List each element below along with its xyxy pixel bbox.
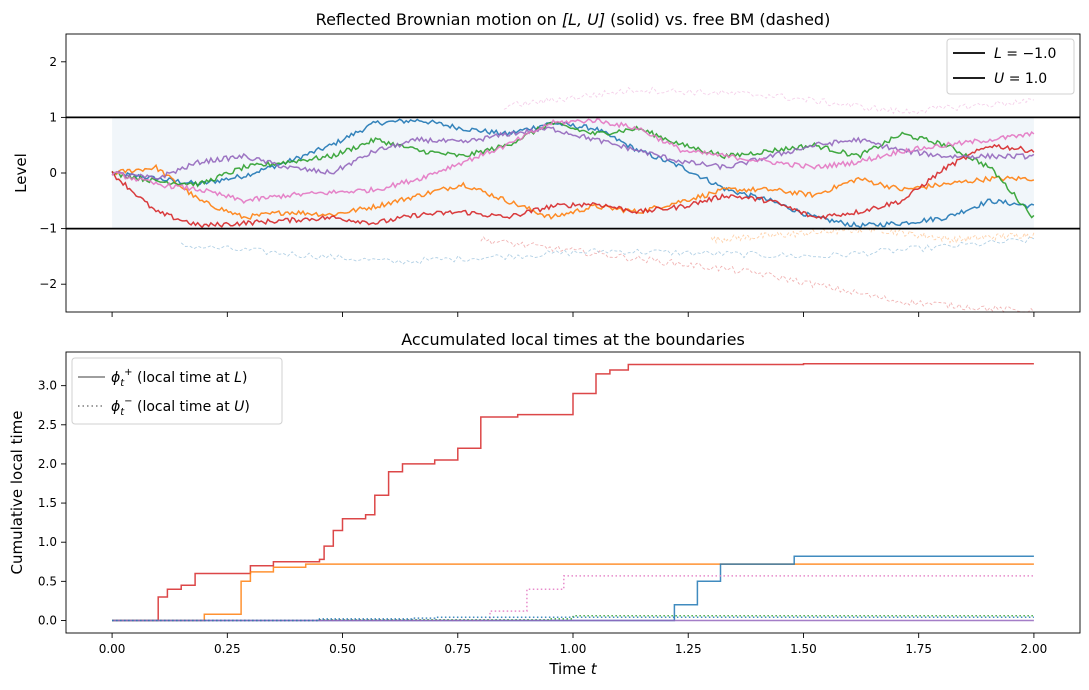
local-time-series-line [112,575,1034,622]
legend-L-suffix: (local time at [133,370,235,386]
free-series-line [180,236,1035,265]
legend-local-time-L-label: ϕt+ (local time at L) [111,367,247,389]
y-tick-label: −1 [39,222,57,236]
y-tick-label: 1.5 [38,496,57,510]
top-axes-frame [65,33,1081,313]
y-tick-label: 2.0 [38,457,57,471]
reflected-series-line [111,117,1035,205]
top-legend: L = −1.0 U = 1.0 [946,38,1075,95]
bottom-legend-box [71,357,283,425]
bottom-x-axis-label: Time t [548,660,597,678]
local-time-series-line [112,616,1034,622]
legend-lower-value: = −1.0 [1002,46,1057,62]
x-tick-label: 0.75 [444,642,471,656]
legend-upper-boundary-label: U = 1.0 [994,71,1047,87]
x-tick-label: 0.50 [329,642,356,656]
reflected-series-line [111,121,1035,219]
legend-lower-boundary-label: L = −1.0 [994,46,1056,62]
local-time-series-line [112,362,1034,622]
local-time-series-group [112,362,1034,622]
reflected-series-line [111,118,1035,230]
top-y-axis-label: Level [12,153,30,193]
top-x-ticks [111,312,1035,317]
y-tick-label: 1 [49,110,57,124]
x-tick-label: 1.25 [675,642,702,656]
legend-L-var: L [234,370,242,386]
bottom-legend: ϕt+ (local time at L) ϕt− (local time at… [71,357,283,425]
reflected-series-line [111,143,1035,229]
allowed-region-band [112,117,1034,229]
legend-lower-var: L [994,46,1002,62]
bottom-y-ticks: 0.0 0.5 1.0 1.5 2.0 2.5 3.0 [38,379,66,627]
y-tick-label: 3.0 [38,379,57,393]
top-chart-title: Reflected Brownian motion on [L, U] (sol… [316,10,831,29]
bottom-axes-frame [65,351,1081,634]
bottom-chart-title: Accumulated local times at the boundarie… [401,330,745,349]
y-tick-label: 2 [49,55,57,69]
legend-U-var: U [234,399,244,415]
reflected-series-line [111,126,1035,180]
y-tick-label: −2 [39,277,57,291]
x-tick-label: 1.50 [790,642,817,656]
legend-upper-var: U [994,71,1004,87]
free-series-line [710,225,1035,245]
top-panel: 2 1 0 −1 −2 Reflected Brownian motion on [L,… [12,10,1081,317]
reflected-bm-series-group [111,117,1035,230]
legend-local-time-U-label: ϕt− (local time at U) [111,396,250,418]
xlabel-text: Time [548,660,590,678]
y-tick-label: 0 [49,166,57,180]
legend-U-close: ) [244,399,249,415]
xlabel-var: t [591,660,598,678]
local-time-series-line [112,563,1034,622]
free-series-line [503,86,1035,115]
x-tick-label: 2.00 [1021,642,1048,656]
bottom-x-ticks: 0.00 0.25 0.50 0.75 1.00 1.25 1.50 1.75 2.00 [99,633,1048,656]
top-title-part-3: (solid) vs. free BM (dashed) [605,10,830,29]
bottom-panel: 0.0 0.5 1.0 1.5 2.0 2.5 3.0 0.00 0.25 0.50 0.75 1.… [8,330,1081,678]
y-tick-label: 2.5 [38,418,57,432]
free-bm-series-group [180,86,1035,313]
legend-L-close: ) [242,370,247,386]
top-y-ticks: 2 1 0 −1 −2 [39,55,66,291]
y-tick-label: 0.5 [38,574,57,588]
reflected-series-line [111,163,1035,220]
top-title-part-2: [L, U] [562,10,605,29]
x-tick-label: 1.75 [905,642,932,656]
legend-U-suffix: (local time at [133,399,235,415]
free-series-line [480,236,1035,313]
x-tick-label: 0.25 [214,642,241,656]
x-tick-label: 0.00 [99,642,126,656]
bottom-y-axis-label: Cumulative local time [8,411,26,575]
y-tick-label: 0.0 [38,613,57,627]
top-title-part-1: Reflected Brownian motion on [316,10,562,29]
x-tick-label: 1.00 [560,642,587,656]
y-tick-label: 1.0 [38,535,57,549]
legend-upper-value: = 1.0 [1004,71,1047,87]
